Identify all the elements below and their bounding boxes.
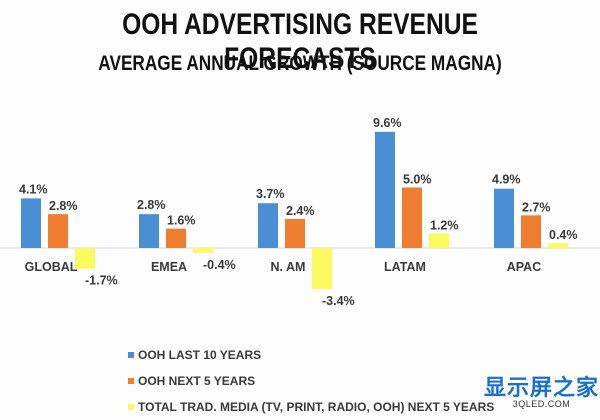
bar-latam-series-0 <box>375 131 395 248</box>
data-label: -0.4% <box>203 258 236 272</box>
category-label: N. AM <box>271 260 306 274</box>
legend-swatch <box>128 378 134 384</box>
category-label: EMEA <box>151 260 187 274</box>
data-label: -1.7% <box>85 274 118 288</box>
bar-global-series-1 <box>48 214 68 248</box>
data-label: 4.9% <box>492 173 521 187</box>
bar-apac-series-1 <box>521 215 541 248</box>
data-label: 2.4% <box>286 204 315 218</box>
bar-apac-series-2 <box>548 243 568 248</box>
legend-label: OOH NEXT 5 YEARS <box>138 374 256 388</box>
legend-item-ooh-last-10: OOH LAST 10 YEARS <box>128 342 494 368</box>
legend-item-total-trad-media: TOTAL TRAD. MEDIA (TV, PRINT, RADIO, OOH… <box>128 394 494 420</box>
watermark-cn: 显示屏之家 <box>484 375 600 400</box>
legend-swatch <box>128 404 134 410</box>
bar-nam-series-2 <box>312 248 332 290</box>
chart-subtitle: AVERAGE ANNUAL GROWTH (SOURCE MAGNA) <box>98 52 502 75</box>
bar-emea-series-2 <box>193 248 213 253</box>
watermark: 显示屏之家 3QLED.COM <box>484 375 600 410</box>
legend-item-ooh-next-5: OOH NEXT 5 YEARS <box>128 368 494 394</box>
data-label: 2.7% <box>522 200 551 214</box>
bar-emea-series-1 <box>166 228 186 248</box>
bar-apac-series-0 <box>494 188 514 248</box>
legend-label: TOTAL TRAD. MEDIA (TV, PRINT, RADIO, OOH… <box>138 400 495 414</box>
bar-emea-series-0 <box>139 214 159 248</box>
bar-global-series-0 <box>21 198 41 248</box>
data-label: 0.4% <box>549 228 578 242</box>
data-label: 9.6% <box>373 116 402 130</box>
data-label: 3.7% <box>256 187 285 201</box>
chart-title: OOH ADVERTISING REVENUE FORECASTS <box>122 8 478 75</box>
bar-latam-series-2 <box>429 233 449 248</box>
bar-global-series-2 <box>75 248 95 269</box>
legend: OOH LAST 10 YEARS OOH NEXT 5 YEARS TOTAL… <box>128 342 494 420</box>
category-label: GLOBAL <box>25 260 78 274</box>
bar-nam-series-1 <box>285 218 305 248</box>
bar-chart: 4.1%2.8%-1.7%GLOBAL2.8%1.6%-0.4%EMEA3.7%… <box>0 116 600 308</box>
bar-latam-series-1 <box>402 187 422 248</box>
data-label: 2.8% <box>137 198 166 212</box>
category-label: LATAM <box>384 260 426 274</box>
data-label: -3.4% <box>322 294 355 308</box>
legend-swatch <box>128 352 134 358</box>
data-label: 4.1% <box>19 182 48 196</box>
bar-nam-series-0 <box>258 203 278 248</box>
data-label: 5.0% <box>403 173 432 187</box>
watermark-en: 3QLED.COM <box>512 399 571 409</box>
data-label: 1.6% <box>167 214 196 228</box>
data-label: 2.8% <box>49 199 78 213</box>
legend-label: OOH LAST 10 YEARS <box>138 348 262 362</box>
data-label: 1.2% <box>430 218 459 232</box>
category-label: APAC <box>507 260 542 274</box>
